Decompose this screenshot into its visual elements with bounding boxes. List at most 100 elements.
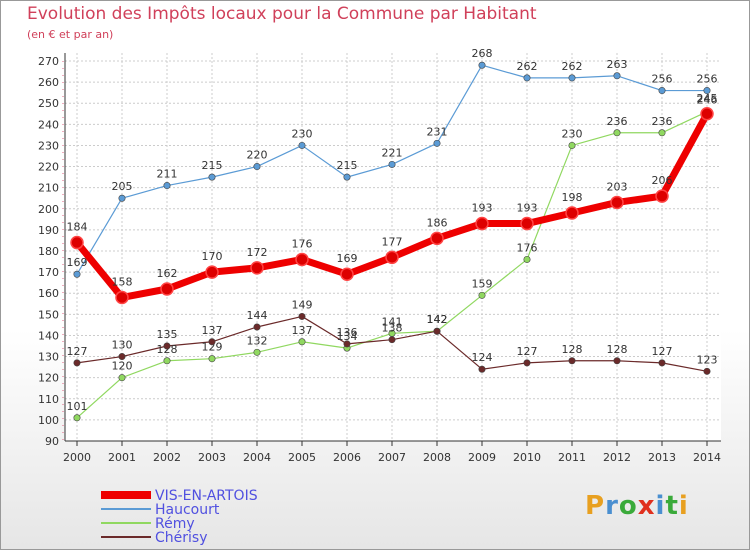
data-point-haucourt	[703, 87, 711, 95]
data-label-r-my: 129	[202, 341, 223, 354]
data-label-haucourt: 205	[112, 180, 133, 193]
x-tick-label: 2012	[603, 451, 631, 464]
y-tick-label: 270	[38, 55, 59, 68]
data-point-haucourt	[658, 87, 666, 95]
data-point-haucourt	[478, 61, 486, 69]
data-point-ch-risy	[253, 323, 261, 331]
data-point-haucourt	[73, 270, 81, 278]
y-tick-label: 180	[38, 245, 59, 258]
data-point-vis-en-artois	[475, 216, 489, 231]
data-label-ch-risy: 136	[337, 326, 358, 339]
data-point-vis-en-artois	[70, 235, 84, 250]
y-tick-label: 90	[45, 435, 59, 448]
plot-area	[65, 53, 721, 441]
chart-title: Evolution des Impôts locaux pour la Comm…	[27, 4, 537, 24]
data-point-ch-risy	[568, 357, 576, 365]
data-point-haucourt	[343, 173, 351, 181]
data-point-haucourt	[523, 74, 531, 82]
x-tick-label: 2006	[333, 451, 361, 464]
data-label-vis-en-artois: 177	[382, 235, 403, 248]
legend-label-r-my: Rémy	[155, 516, 195, 532]
x-tick-label: 2002	[153, 451, 181, 464]
y-tick-label: 160	[38, 287, 59, 300]
y-tick-label: 240	[38, 118, 59, 131]
data-label-vis-en-artois: 184	[67, 221, 88, 234]
data-point-vis-en-artois	[610, 195, 624, 210]
data-point-haucourt	[208, 173, 216, 181]
data-point-vis-en-artois	[655, 189, 669, 203]
data-label-haucourt: 211	[157, 168, 178, 181]
data-label-ch-risy: 135	[157, 328, 178, 341]
data-label-haucourt: 221	[382, 146, 403, 159]
data-point-ch-risy	[208, 338, 216, 346]
logo-letter: i	[678, 491, 689, 521]
data-label-r-my: 230	[562, 127, 583, 140]
legend-label-haucourt: Haucourt	[155, 502, 220, 518]
data-point-vis-en-artois	[430, 231, 444, 246]
data-label-r-my: 176	[517, 241, 538, 254]
logo-letter: i	[655, 491, 666, 521]
y-tick-label: 220	[38, 161, 59, 174]
data-label-vis-en-artois: 176	[292, 237, 313, 250]
data-point-r-my	[613, 129, 621, 137]
data-point-haucourt	[298, 141, 306, 149]
y-tick-label: 200	[38, 203, 59, 216]
data-point-vis-en-artois	[565, 206, 579, 220]
data-point-vis-en-artois	[385, 250, 399, 265]
data-label-haucourt: 215	[202, 159, 223, 172]
y-tick-label: 120	[38, 372, 59, 385]
data-label-ch-risy: 149	[292, 298, 313, 311]
data-point-r-my	[478, 291, 486, 299]
data-label-r-my: 159	[472, 277, 493, 290]
logo-letter: r	[605, 491, 619, 521]
chart-subtitle: (en € et par an)	[27, 28, 114, 41]
data-label-vis-en-artois: 172	[247, 246, 268, 259]
y-tick-label: 210	[38, 182, 59, 195]
proxiti-logo: Proxiti	[585, 491, 689, 521]
data-label-r-my: 141	[382, 315, 403, 328]
data-label-ch-risy: 127	[517, 345, 538, 358]
data-point-ch-risy	[298, 312, 306, 320]
data-point-ch-risy	[118, 353, 126, 361]
data-label-vis-en-artois: 169	[337, 252, 358, 265]
data-label-r-my: 120	[112, 360, 133, 373]
data-point-vis-en-artois	[250, 261, 264, 275]
data-point-r-my	[208, 355, 216, 363]
data-label-vis-en-artois: 193	[517, 202, 538, 215]
data-point-haucourt	[433, 139, 441, 147]
data-label-r-my: 236	[607, 115, 628, 128]
x-tick-label: 2008	[423, 451, 451, 464]
x-tick-label: 2010	[513, 451, 541, 464]
data-label-vis-en-artois: 203	[607, 180, 628, 193]
data-label-ch-risy: 142	[427, 313, 448, 326]
data-label-haucourt: 263	[607, 58, 628, 71]
data-point-ch-risy	[703, 367, 711, 375]
y-tick-label: 230	[38, 139, 59, 152]
x-tick-label: 2013	[648, 451, 676, 464]
data-point-ch-risy	[343, 340, 351, 348]
x-tick-label: 2005	[288, 451, 316, 464]
data-label-haucourt: 262	[517, 60, 538, 73]
data-point-r-my	[298, 338, 306, 346]
data-point-r-my	[523, 255, 531, 263]
data-point-vis-en-artois	[340, 267, 354, 281]
data-point-r-my	[568, 141, 576, 149]
data-label-vis-en-artois: 245	[697, 92, 718, 105]
data-label-ch-risy: 144	[247, 309, 268, 322]
data-point-ch-risy	[163, 342, 171, 350]
data-point-ch-risy	[613, 357, 621, 365]
data-point-haucourt	[163, 182, 171, 190]
legend-label-ch-risy: Chérisy	[155, 530, 208, 546]
data-label-vis-en-artois: 170	[202, 250, 223, 263]
data-label-vis-en-artois: 193	[472, 202, 493, 215]
y-tick-label: 250	[38, 97, 59, 110]
data-label-ch-risy: 137	[202, 324, 223, 337]
data-point-r-my	[118, 374, 126, 382]
y-tick-label: 100	[38, 414, 59, 427]
data-label-haucourt: 220	[247, 149, 268, 162]
data-label-vis-en-artois: 206	[652, 174, 673, 187]
data-point-ch-risy	[388, 336, 396, 344]
data-label-ch-risy: 123	[697, 353, 718, 366]
data-label-haucourt: 231	[427, 125, 448, 138]
